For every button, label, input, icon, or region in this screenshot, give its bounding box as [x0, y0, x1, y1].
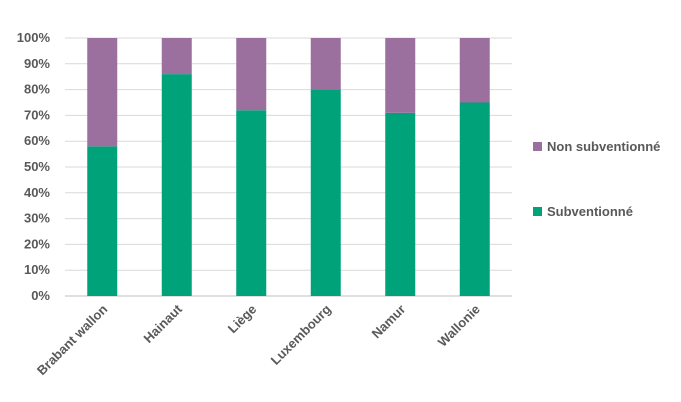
y-tick-label: 50%	[24, 159, 50, 174]
y-tick-label: 90%	[24, 56, 50, 71]
bar-segment-subventionne	[459, 102, 490, 296]
x-category-label: Brabant wallon	[34, 301, 111, 378]
x-axis: Brabant wallon Hainaut Liège Luxembourg Namu…	[34, 301, 483, 378]
bar-segment-non-subventionne	[87, 38, 118, 147]
bar-segment-non-subventionne	[459, 38, 490, 103]
bar-segment-subventionne	[385, 112, 416, 296]
x-category-label: Hainaut	[141, 301, 186, 346]
y-tick-label: 10%	[24, 262, 50, 277]
x-category-label: Luxembourg	[268, 301, 334, 367]
bar-segment-non-subventionne	[310, 38, 341, 90]
y-tick-label: 80%	[24, 82, 50, 97]
legend: Non subventionné Subventionné	[533, 139, 660, 219]
gridlines	[65, 37, 512, 297]
legend-label: Non subventionné	[547, 139, 660, 154]
y-tick-label: 70%	[24, 107, 50, 122]
x-category-label: Namur	[369, 302, 409, 342]
bar-segment-subventionne	[161, 74, 192, 297]
bar-segment-non-subventionne	[236, 38, 267, 111]
y-tick-label: 60%	[24, 133, 50, 148]
x-category-label: Wallonie	[435, 302, 483, 350]
bars	[87, 38, 490, 297]
bar-segment-non-subventionne	[161, 38, 192, 75]
y-axis: 0% 10% 20% 30% 40% 50% 60% 70% 80% 90% 100%	[17, 30, 51, 303]
bar-segment-subventionne	[310, 89, 341, 296]
y-tick-label: 40%	[24, 185, 50, 200]
bar-segment-subventionne	[236, 110, 267, 297]
y-tick-label: 20%	[24, 236, 50, 251]
legend-swatch	[533, 207, 542, 216]
bar-segment-non-subventionne	[385, 38, 416, 113]
x-category-label: Liège	[225, 302, 260, 337]
legend-label: Subventionné	[547, 204, 633, 219]
bar-segment-subventionne	[87, 146, 118, 296]
y-tick-label: 30%	[24, 211, 50, 226]
y-tick-label: 0%	[31, 288, 50, 303]
y-tick-label: 100%	[17, 30, 51, 45]
legend-swatch	[533, 142, 542, 151]
